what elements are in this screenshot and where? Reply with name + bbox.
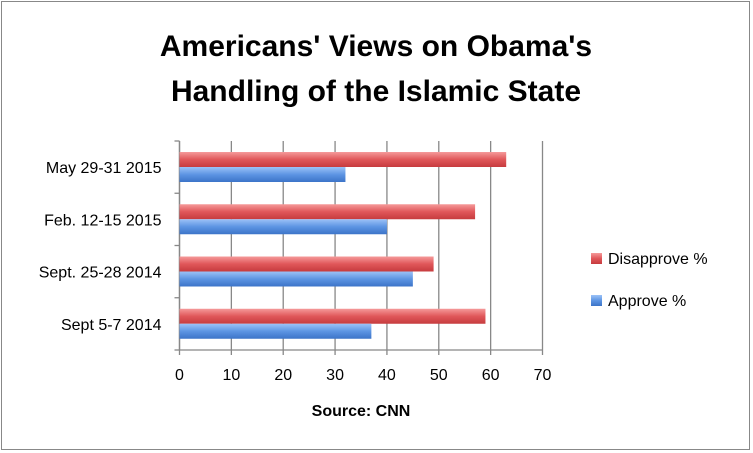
x-tick-label: 30 <box>326 367 344 384</box>
legend-label-approve: Approve % <box>608 293 686 310</box>
y-tick-label: Sept. 25-28 2014 <box>39 265 162 282</box>
y-tick-label: Feb. 12-15 2015 <box>44 212 162 229</box>
y-tick-label: May 29-31 2015 <box>46 160 162 177</box>
legend-swatch-approve <box>591 295 602 306</box>
legend-swatch-disapprove <box>591 253 602 264</box>
y-tick-label: Sept 5-7 2014 <box>61 317 162 334</box>
bar-approve <box>179 219 387 235</box>
x-tick-label: 50 <box>430 367 448 384</box>
bar-approve <box>179 167 346 182</box>
x-tick-label: 0 <box>175 367 184 384</box>
bar-disapprove <box>179 308 486 324</box>
x-axis-label: Source: CNN <box>312 403 411 420</box>
bar-approve <box>179 271 413 287</box>
bar-disapprove <box>179 256 434 272</box>
bar-approve <box>179 323 372 339</box>
bar-disapprove <box>179 204 476 220</box>
legend-label-disapprove: Disapprove % <box>608 251 708 268</box>
chart-title-line-1: Americans' Views on Obama's <box>160 30 592 63</box>
chart-title-line-2: Handling of the Islamic State <box>171 75 581 108</box>
x-tick-label: 40 <box>378 367 396 384</box>
x-tick-label: 60 <box>482 367 500 384</box>
bar-disapprove <box>179 152 507 167</box>
x-tick-label: 20 <box>274 367 292 384</box>
x-tick-label: 70 <box>534 367 552 384</box>
x-tick-label: 10 <box>222 367 240 384</box>
